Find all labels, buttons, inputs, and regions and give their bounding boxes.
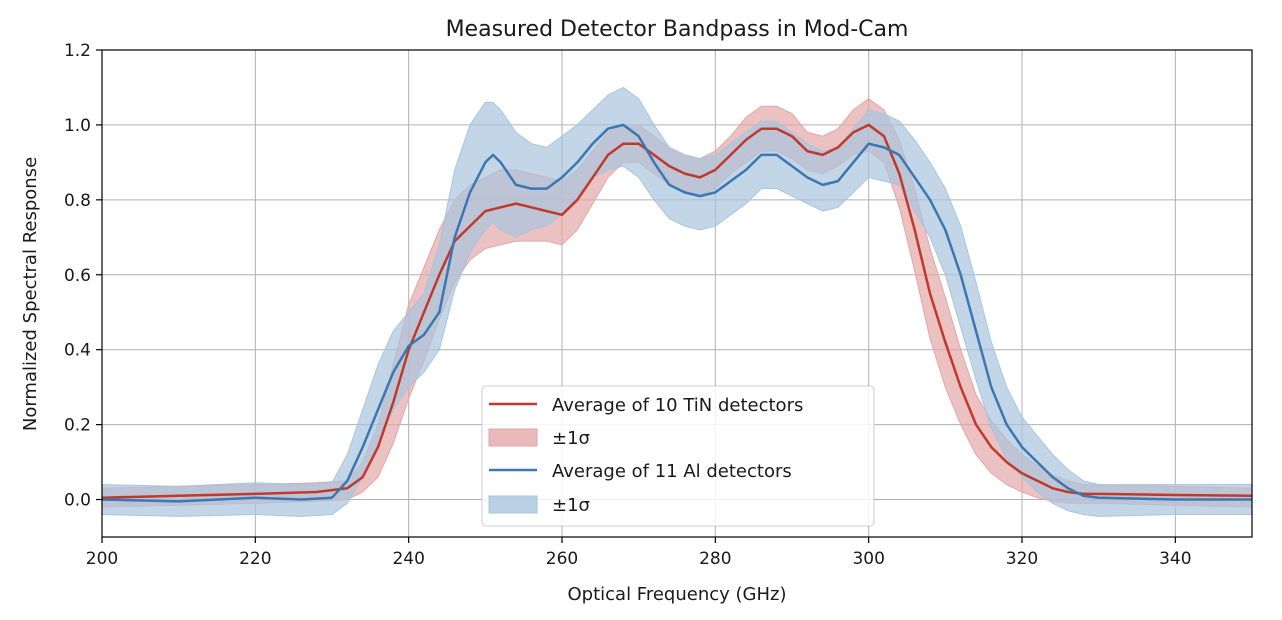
legend-label-tin-band: ±1σ: [552, 428, 590, 449]
x-tick-label: 320: [1006, 549, 1038, 569]
y-tick-label: 0.8: [64, 191, 91, 211]
x-tick-label: 200: [86, 549, 118, 569]
chart-title: Measured Detector Bandpass in Mod-Cam: [446, 17, 909, 42]
x-tick-label: 280: [699, 549, 731, 569]
y-tick-label: 0.6: [64, 266, 91, 286]
y-tick-label: 0.0: [64, 491, 91, 511]
legend-swatch-al-band: [488, 495, 538, 514]
series-lines: [101, 123, 1253, 503]
legend-label-tin: Average of 10 TiN detectors: [552, 395, 803, 416]
x-tick-label: 220: [239, 549, 271, 569]
al-average-line: [101, 123, 1252, 503]
x-tick-label: 260: [546, 549, 578, 569]
y-tick-label: 0.2: [64, 416, 91, 436]
x-tick-label: 340: [1159, 549, 1191, 569]
tin-average-line: [101, 123, 1253, 499]
plot-frame: [101, 49, 1253, 538]
legend-swatch-tin-band: [488, 428, 538, 447]
x-tick-label: 240: [392, 549, 424, 569]
x-tick-label: 300: [852, 549, 884, 569]
y-tick-label: 1.0: [64, 116, 91, 136]
x-axis-ticks: 200 220 240 260 280 300 320 340: [86, 537, 1192, 569]
legend: Average of 10 TiN detectors ±1σ Average …: [481, 385, 875, 527]
y-tick-label: 0.4: [64, 341, 91, 361]
legend-label-al-band: ±1σ: [552, 495, 590, 516]
y-axis-label: Normalized Spectral Response: [20, 157, 41, 431]
y-axis-ticks: 0.0 0.2 0.4 0.6 0.8 1.0 1.2: [64, 41, 102, 511]
y-tick-label: 1.2: [64, 41, 91, 61]
x-axis-label: Optical Frequency (GHz): [568, 584, 787, 605]
legend-box: [481, 385, 875, 527]
legend-label-al: Average of 11 Al detectors: [552, 461, 792, 482]
